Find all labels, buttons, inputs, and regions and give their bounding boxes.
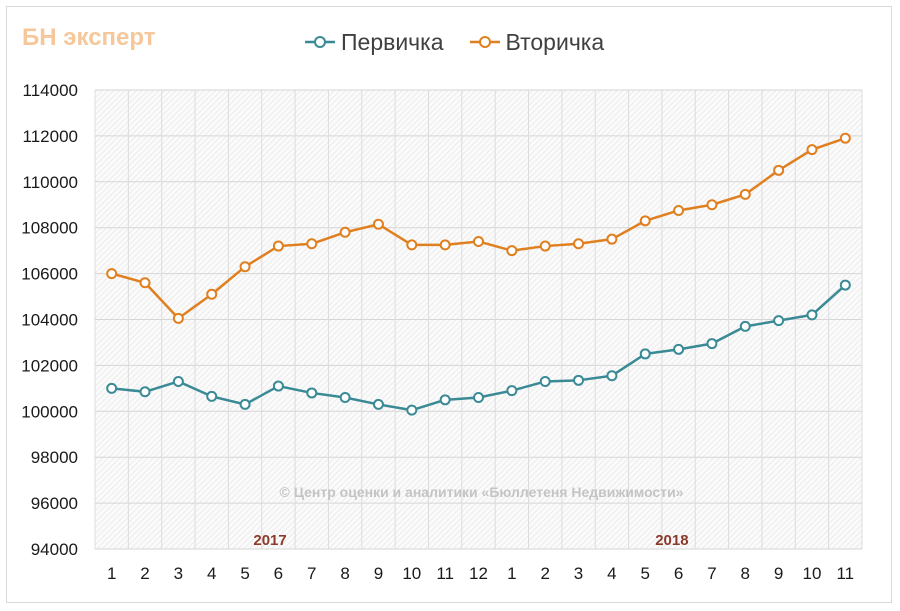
data-point	[139, 386, 151, 398]
data-point	[272, 240, 284, 252]
data-point	[272, 380, 284, 392]
x-tick-label: 2	[540, 564, 549, 583]
data-point	[372, 398, 384, 410]
x-tick-label: 1	[507, 564, 516, 583]
x-tick-label: 3	[574, 564, 583, 583]
data-point	[539, 375, 551, 387]
data-point	[473, 235, 484, 247]
data-point	[106, 382, 118, 394]
y-axis: 94000 96000 98000 100000 102000 104000 106000 1…	[21, 81, 78, 559]
data-point	[739, 320, 751, 332]
y-tick-label: 102000	[21, 356, 78, 375]
data-point	[673, 204, 685, 216]
data-point	[839, 279, 851, 291]
data-point	[839, 132, 851, 144]
x-tick-label: 8	[340, 564, 349, 583]
year-label: 2018	[655, 532, 688, 549]
x-tick-label: 11	[436, 564, 454, 583]
series-primary	[106, 279, 851, 416]
y-tick-label: 106000	[21, 265, 78, 284]
y-tick-label: 108000	[21, 219, 78, 238]
x-tick-label: 5	[240, 564, 249, 583]
data-point	[339, 392, 351, 404]
data-point	[706, 338, 718, 350]
x-tick-label: 2	[140, 564, 149, 583]
data-point	[706, 199, 718, 211]
y-tick-label: 104000	[21, 311, 78, 330]
data-point	[306, 387, 318, 399]
series-group	[106, 132, 851, 416]
y-tick-label: 114000	[23, 81, 78, 100]
legend-label-primary: Первичка	[341, 28, 444, 55]
data-point	[206, 288, 218, 300]
watermark-text: © Центр оценки и аналитики «Бюллетеня Не…	[280, 484, 684, 500]
x-tick-label: 3	[174, 564, 183, 583]
data-point	[506, 385, 518, 397]
x-tick-label: 7	[707, 564, 716, 583]
x-tick-label: 4	[207, 564, 216, 583]
data-point	[639, 215, 651, 227]
x-tick-label: 9	[374, 564, 383, 583]
data-point	[639, 348, 651, 360]
x-tick-label: 5	[641, 564, 650, 583]
data-point	[406, 239, 418, 251]
x-tick-label: 6	[674, 564, 683, 583]
y-tick-label: 94000	[31, 540, 78, 559]
data-point	[539, 240, 551, 252]
chart-legend: Первичка Вторичка	[305, 28, 604, 56]
data-point	[573, 374, 585, 386]
data-point	[206, 390, 218, 402]
data-point	[406, 404, 418, 416]
data-point	[339, 226, 351, 238]
x-tick-label: 10	[803, 564, 822, 583]
data-point	[172, 375, 184, 387]
data-point	[439, 239, 451, 251]
legend-item-secondary: Вторичка	[469, 28, 605, 56]
data-point	[239, 261, 251, 273]
logo-text: БН эксперт	[22, 24, 156, 51]
x-tick-label: 6	[274, 564, 283, 583]
data-point	[139, 277, 151, 289]
data-point	[606, 233, 618, 245]
x-tick-label: 1	[107, 564, 116, 583]
x-tick-label: 11	[836, 564, 854, 583]
data-point	[606, 370, 618, 382]
grid-lines	[94, 89, 863, 550]
y-tick-label: 96000	[31, 494, 78, 513]
data-point	[773, 164, 785, 176]
data-point	[106, 268, 118, 280]
data-point	[306, 238, 318, 250]
data-point	[806, 309, 818, 321]
data-point	[739, 188, 751, 200]
y-tick-label: 100000	[21, 402, 78, 421]
year-label: 2017	[253, 532, 286, 549]
y-tick-label: 110000	[23, 173, 78, 192]
year-labels: 2017 2018	[253, 532, 688, 549]
data-point	[506, 245, 518, 257]
data-point	[673, 343, 685, 355]
data-point	[372, 218, 384, 230]
x-axis: 1 2 3 4 5 6 7 8 9 10 11 12 1 2 3 4 5 6 7 8 9 10 11	[107, 564, 854, 583]
x-tick-label: 9	[774, 564, 783, 583]
x-tick-label: 8	[741, 564, 750, 583]
legend-label-secondary: Вторичка	[505, 28, 605, 55]
data-point	[473, 392, 484, 404]
y-tick-label: 112000	[23, 127, 78, 146]
data-point	[773, 315, 785, 327]
legend-marker-secondary	[469, 36, 500, 48]
data-point	[573, 238, 585, 250]
data-point	[239, 398, 251, 410]
y-tick-label: 98000	[31, 448, 78, 467]
legend-item-primary: Первичка	[305, 29, 444, 56]
x-tick-label: 12	[469, 564, 488, 583]
data-point	[439, 394, 451, 406]
legend-marker-primary	[305, 36, 335, 48]
x-tick-label: 4	[607, 564, 616, 583]
data-point	[806, 144, 818, 156]
series-secondary	[106, 132, 851, 324]
x-tick-label: 7	[307, 564, 316, 583]
x-tick-label: 10	[402, 564, 421, 583]
data-point	[172, 312, 184, 324]
